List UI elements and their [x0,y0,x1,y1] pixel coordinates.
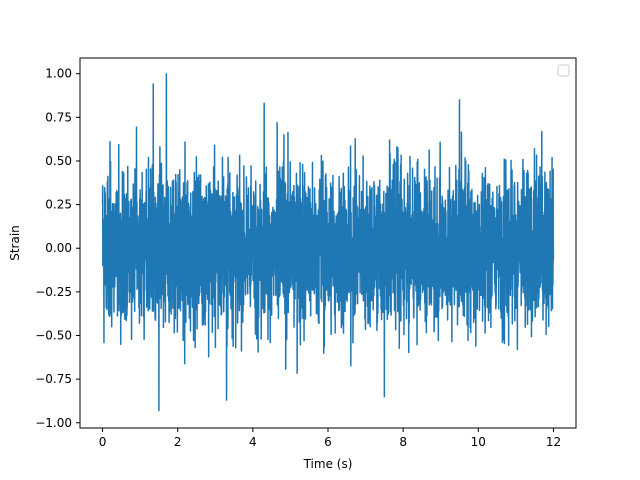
x-tick-label: 8 [399,435,407,449]
y-tick-label: 0.25 [45,198,72,212]
legend-box [557,64,570,77]
y-axis: −1.00 −0.75 −0.50 −0.25 0.00 0.25 0.50 0.75 1.00 [35,67,80,430]
y-tick-label: 0.00 [45,241,72,255]
x-tick-label: 10 [471,435,486,449]
y-tick-label: 0.75 [45,110,72,124]
y-tick-label: −1.00 [35,416,72,430]
x-tick-label: 4 [249,435,257,449]
y-tick-label: 0.50 [45,154,72,168]
x-tick-label: 0 [99,435,107,449]
y-axis-label: Strain [8,225,22,261]
y-tick-label: −0.25 [35,285,72,299]
y-tick-label: −0.50 [35,329,72,343]
x-tick-label: 2 [174,435,182,449]
x-axis-label: Time (s) [303,457,353,471]
strain-series-line [101,72,555,412]
series-group [101,72,555,412]
x-tick-label: 6 [324,435,332,449]
x-axis: 0 2 4 6 8 10 12 [99,428,561,449]
x-tick-label: 12 [546,435,561,449]
y-tick-label: 1.00 [45,67,72,81]
y-tick-label: −0.75 [35,372,72,386]
